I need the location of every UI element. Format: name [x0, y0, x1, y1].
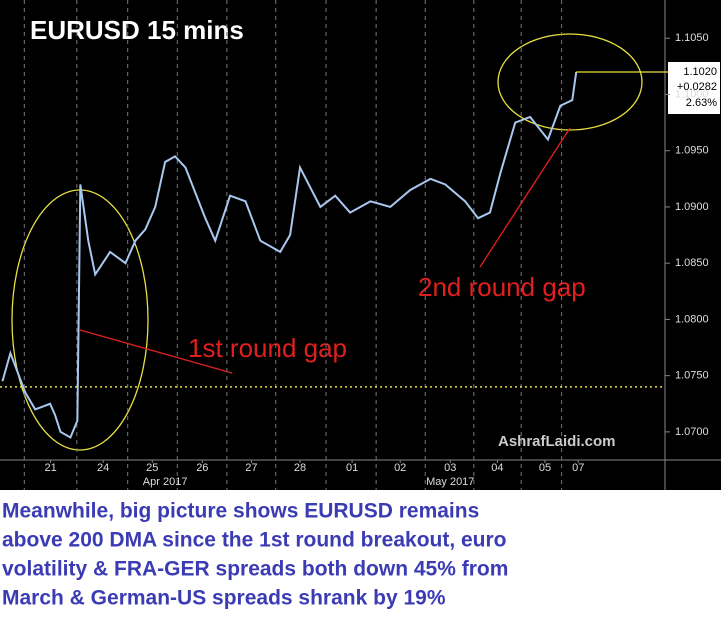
x-tick-label: 02 [394, 462, 406, 474]
caption-line: March & German-US spreads shrank by 19% [2, 587, 446, 610]
pointer-line [479, 127, 571, 268]
annotation: 1st round gap [188, 333, 347, 363]
x-tick-label: 26 [196, 462, 208, 474]
change: +0.0282 [677, 81, 717, 93]
chart-background [0, 0, 721, 490]
month-label: May 2017 [426, 476, 474, 488]
y-tick-label: 1.0700 [675, 426, 709, 438]
chart-title: EURUSD 15 mins [30, 15, 244, 45]
caption-line: Meanwhile, big picture shows EURUSD rema… [2, 500, 479, 523]
y-tick-label: 1.1050 [675, 32, 709, 44]
x-tick-label: 05 [539, 462, 551, 474]
y-tick-label: 1.0800 [675, 313, 709, 325]
x-tick-label: 25 [146, 462, 158, 474]
y-tick-label: 1.0750 [675, 370, 709, 382]
caption-line: above 200 DMA since the 1st round breako… [2, 529, 507, 552]
last-price: 1.1020 [683, 66, 717, 78]
y-tick-label: 1.1000 [675, 88, 709, 100]
x-tick-label: 07 [572, 462, 584, 474]
watermark: AshrafLaidi.com [498, 433, 616, 450]
x-tick-label: 27 [245, 462, 257, 474]
pointer-line [79, 329, 233, 374]
caption-line: volatility & FRA-GER spreads both down 4… [2, 558, 508, 581]
x-tick-label: 01 [346, 462, 358, 474]
x-tick-label: 28 [294, 462, 306, 474]
y-tick-label: 1.0850 [675, 257, 709, 269]
highlight-ellipse [497, 33, 643, 131]
y-tick-label: 1.0950 [675, 145, 709, 157]
x-tick-label: 24 [97, 462, 109, 474]
x-tick-label: 04 [491, 462, 503, 474]
last-price-box [668, 62, 720, 114]
change-pct: 2.63% [686, 97, 717, 109]
x-tick-label: 03 [444, 462, 456, 474]
month-label: Apr 2017 [143, 476, 188, 488]
y-tick-label: 1.0900 [675, 201, 709, 213]
x-tick-label: 21 [44, 462, 56, 474]
price-line [1, 71, 578, 439]
annotation: 2nd round gap [418, 272, 586, 302]
